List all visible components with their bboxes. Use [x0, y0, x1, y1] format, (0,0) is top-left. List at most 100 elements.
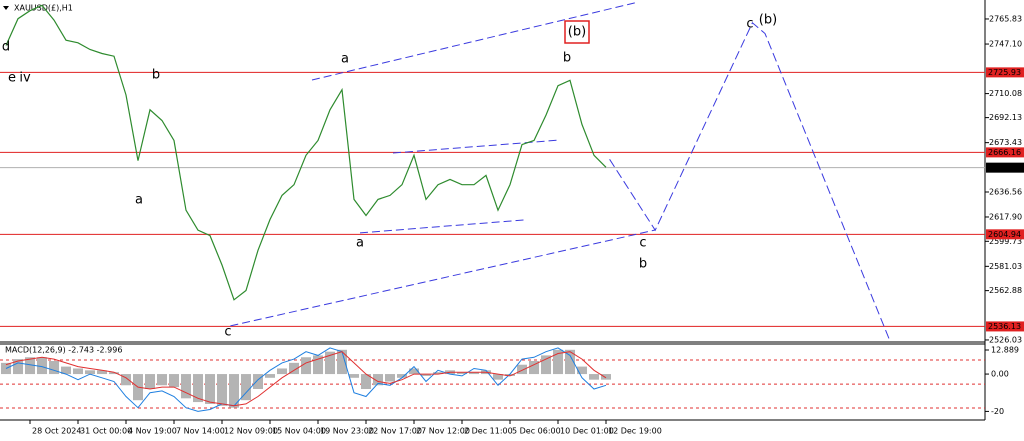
- trendline: [392, 139, 561, 154]
- menu-icon: [3, 6, 9, 10]
- level-label: 2666.16: [988, 148, 1021, 157]
- histogram-bar: [493, 374, 503, 380]
- projection-path: [609, 21, 891, 343]
- trendline: [230, 229, 656, 327]
- trendline: [359, 219, 526, 234]
- y-tick-label: 2765.83: [989, 14, 1022, 23]
- wave-label: b: [152, 68, 160, 83]
- histogram-bar: [337, 349, 347, 375]
- x-tick-label: 27 Nov 12:00: [416, 427, 470, 436]
- histogram-bar: [457, 372, 467, 375]
- histogram-bar: [529, 360, 539, 375]
- x-tick-label: 5 Dec 06:00: [512, 427, 561, 436]
- histogram-bar: [157, 374, 167, 386]
- histogram-bar: [517, 364, 527, 375]
- y-tick-label: 2673.43: [989, 138, 1022, 147]
- x-tick-label: 4 Nov 19:00: [128, 427, 177, 436]
- annotation-box: [564, 20, 590, 44]
- histogram-bar: [385, 374, 395, 382]
- histogram-bar: [325, 351, 335, 375]
- histogram-bar: [577, 366, 587, 375]
- histogram-bar: [97, 370, 107, 375]
- level-box: [986, 321, 1024, 332]
- wave-label: a: [135, 193, 143, 208]
- histogram-bar: [229, 374, 239, 408]
- histogram-bar: [181, 374, 191, 399]
- y-tick-label: 2692.13: [989, 113, 1022, 122]
- wave-label: a: [356, 236, 364, 251]
- y-tick-label: 12.889: [991, 345, 1019, 354]
- histogram-bar: [589, 374, 599, 380]
- y-tick-label: 2581.03: [989, 262, 1022, 271]
- histogram-bar: [397, 374, 407, 378]
- histogram-bar: [409, 368, 419, 375]
- histogram-bar: [205, 374, 215, 404]
- y-tick-label: -20: [991, 407, 1004, 416]
- y-tick-label: 2617.90: [989, 212, 1022, 221]
- macd-line: [5, 347, 607, 412]
- x-tick-label: 28 Oct 2024: [32, 427, 81, 436]
- histogram-bar: [169, 374, 179, 388]
- histogram-bar: [73, 368, 83, 375]
- wave-label: e: [8, 71, 16, 86]
- wave-label: iv: [19, 71, 31, 86]
- x-tick-label: 31 Oct 00:00: [80, 427, 132, 436]
- histogram-bar: [421, 374, 431, 376]
- y-tick-label: 2710.08: [989, 89, 1022, 98]
- y-tick-label: 2526.03: [989, 335, 1022, 344]
- histogram-bar: [37, 357, 47, 375]
- level-box: [986, 67, 1024, 78]
- histogram-bar: [277, 368, 287, 375]
- histogram-bar: [25, 357, 35, 375]
- x-tick-label: 19 Nov 23:00: [320, 427, 374, 436]
- x-tick-label: 15 Nov 04:00: [272, 427, 326, 436]
- histogram-bar: [433, 372, 443, 375]
- y-tick-label: 2747.10: [989, 40, 1022, 49]
- histogram-bar: [85, 370, 95, 375]
- histogram-bar: [289, 362, 299, 375]
- wave-label: (b): [568, 25, 586, 40]
- histogram-bar: [553, 349, 563, 375]
- histogram-bar: [565, 349, 575, 375]
- x-tick-label: 10 Dec 01:00: [560, 427, 614, 436]
- y-tick-label: 0.00: [991, 370, 1009, 379]
- histogram-bar: [193, 374, 203, 403]
- x-tick-label: 12 Dec 19:00: [608, 427, 662, 436]
- y-tick-label: 2562.88: [989, 286, 1022, 295]
- macd-title: MACD(12,26,9) -2.743 -2.996: [5, 346, 122, 355]
- histogram-bar: [265, 374, 275, 378]
- wave-label: a: [341, 52, 349, 67]
- histogram-bar: [361, 374, 371, 390]
- y-tick-label: 2599.73: [989, 237, 1022, 246]
- wave-label: b: [639, 257, 647, 272]
- trendline: [311, 2, 635, 81]
- histogram-bar: [349, 374, 359, 378]
- histogram-bar: [541, 355, 551, 375]
- histogram-bar: [61, 366, 71, 375]
- histogram-bar: [121, 374, 131, 386]
- histogram-bar: [373, 374, 383, 386]
- wave-label: b: [563, 51, 571, 66]
- y-tick-label: 2636.56: [989, 188, 1022, 197]
- histogram-bar: [49, 360, 59, 375]
- signal-line: [5, 351, 607, 407]
- level-label: 2604.94: [988, 230, 1021, 239]
- level-label: 2725.93: [988, 68, 1021, 77]
- histogram-bar: [109, 372, 119, 375]
- x-tick-label: 12 Nov 09:00: [224, 427, 278, 436]
- x-tick-label: 2 Dec 11:00: [464, 427, 513, 436]
- current-price-box: [986, 162, 1024, 173]
- histogram-bar: [13, 359, 23, 375]
- histogram-bar: [313, 355, 323, 375]
- x-tick-label: 7 Nov 14:00: [176, 427, 225, 436]
- histogram-bar: [301, 357, 311, 375]
- wave-label: d: [2, 40, 10, 55]
- histogram-bar: [253, 374, 263, 390]
- level-box: [986, 229, 1024, 240]
- histogram-bar: [145, 374, 155, 390]
- wave-label: c: [224, 325, 231, 340]
- histogram-bar: [217, 374, 227, 406]
- wave-label: (b): [759, 13, 777, 28]
